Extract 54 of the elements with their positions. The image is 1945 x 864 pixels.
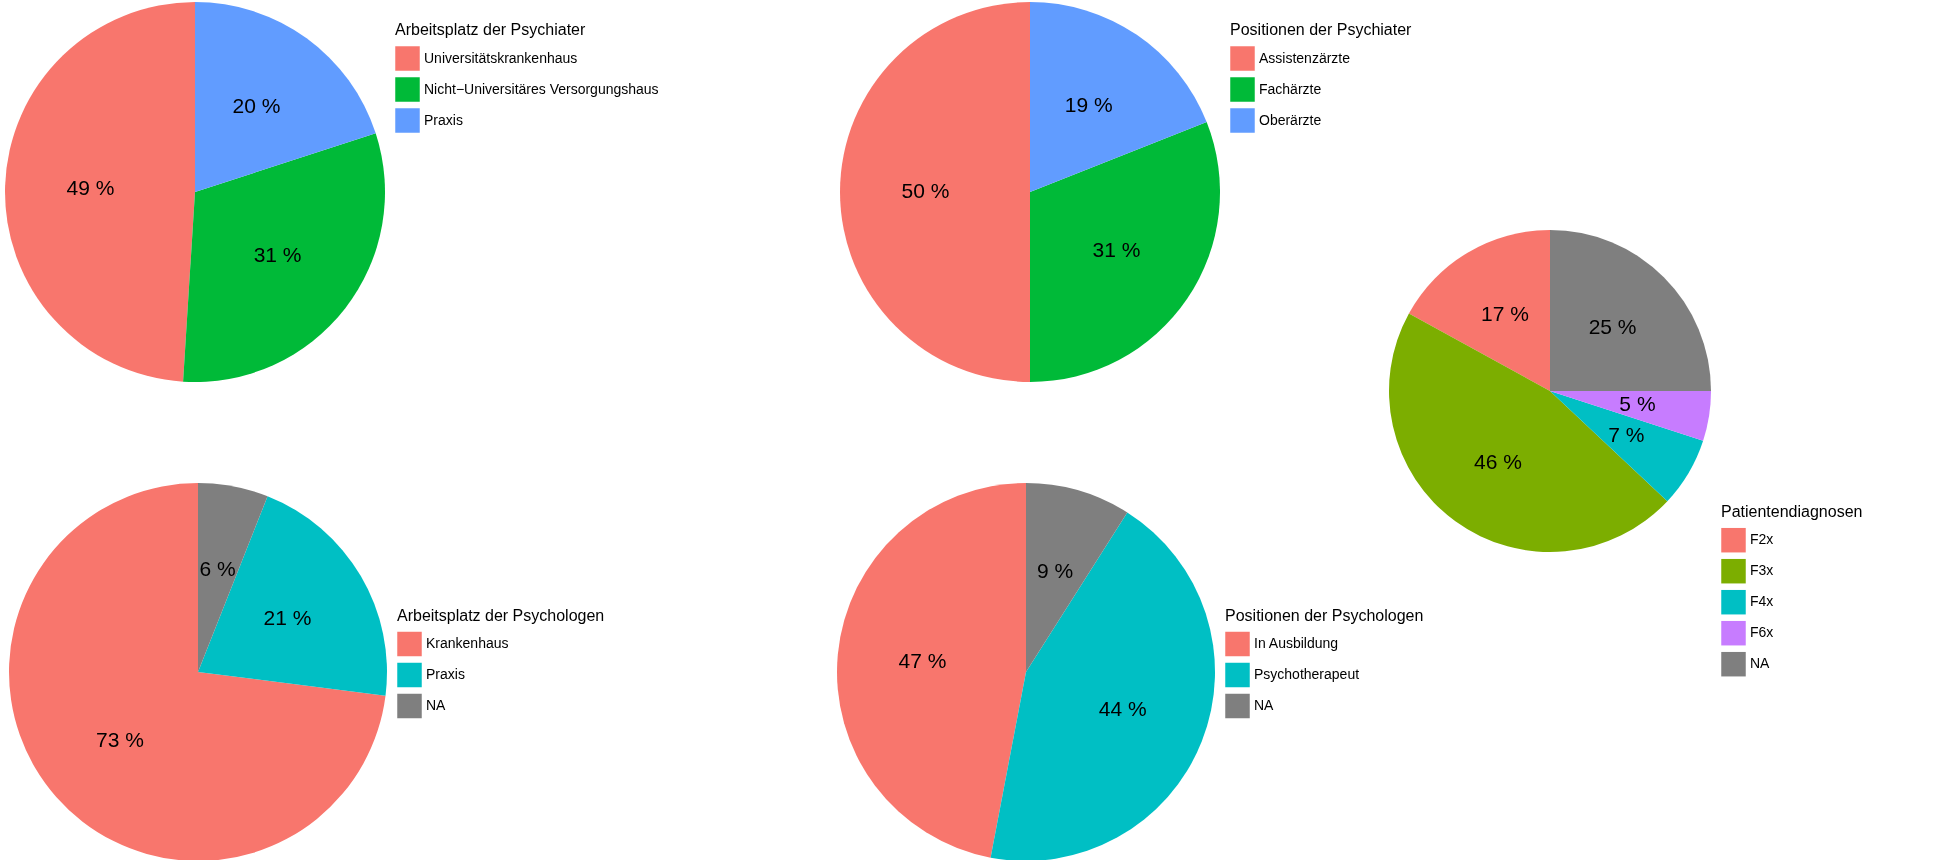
pie-slice [1550,391,1704,502]
legend-label: Praxis [424,111,463,128]
data-label: 17 % [1480,301,1529,325]
pie-slice [198,496,387,696]
data-label: 50 % [901,179,950,202]
legend-label: Praxis [426,666,465,682]
data-label: 21 % [263,606,312,630]
pie-slice [1408,230,1550,391]
pie-slice [183,133,385,382]
legend-title: Arbeitsplatz der Psychiater [395,21,586,38]
pie-slice [1030,2,1207,192]
pie-slice [1550,391,1711,441]
legend-title: Positionen der Psychologen [1225,606,1424,624]
legend-label: Fachärzte [1259,80,1322,97]
data-label: 31 % [1092,237,1141,261]
pie-slice [1550,230,1711,391]
legend-title: Patientendiagnosen [1721,502,1863,520]
pie-slice [990,512,1215,860]
legend-label: NA [426,697,447,713]
legend-label: Universitätskrankenhaus [424,49,578,66]
legend-label: Assistenzärzte [1259,49,1351,66]
data-label: 19 % [1064,92,1113,116]
legend-label: NA [1750,655,1771,672]
legend-label: NA [1254,697,1275,713]
pie-slice [840,2,1030,382]
data-label: 9 % [1036,559,1074,583]
data-label: 31 % [253,243,302,267]
pie-slice [1026,483,1128,672]
data-label: 73 % [96,727,144,751]
data-label: 5 % [1619,391,1656,415]
pie-slice [837,483,1026,858]
legend-label: F4x [1750,593,1774,610]
data-label: 44 % [1098,697,1147,721]
data-label: 49 % [66,175,115,199]
pie-slice [195,2,376,192]
data-label: 20 % [232,94,281,118]
pie-slice [9,483,386,860]
legend-label: F6x [1750,624,1774,641]
legend-label: Krankenhaus [426,635,509,651]
legend-title: Arbeitsplatz der Psychologen [397,606,605,624]
pie-slice [1030,122,1220,382]
pie-slice [5,2,195,382]
legend-label: In Ausbildung [1254,635,1339,651]
data-label: 47 % [898,649,947,673]
legend-label: Nicht−Universitäres Versorgungshaus [424,80,659,97]
data-label: 25 % [1588,315,1637,339]
data-label: 46 % [1474,449,1522,473]
data-label: 6 % [199,556,236,580]
legend-label: Psychotherapeut [1254,666,1360,682]
legend-label: Oberärzte [1259,111,1322,128]
legend-title: Positionen der Psychiater [1230,21,1413,38]
data-label: 7 % [1608,423,1645,447]
legend-label: F3x [1750,562,1774,579]
legend-label: F2x [1750,531,1774,548]
